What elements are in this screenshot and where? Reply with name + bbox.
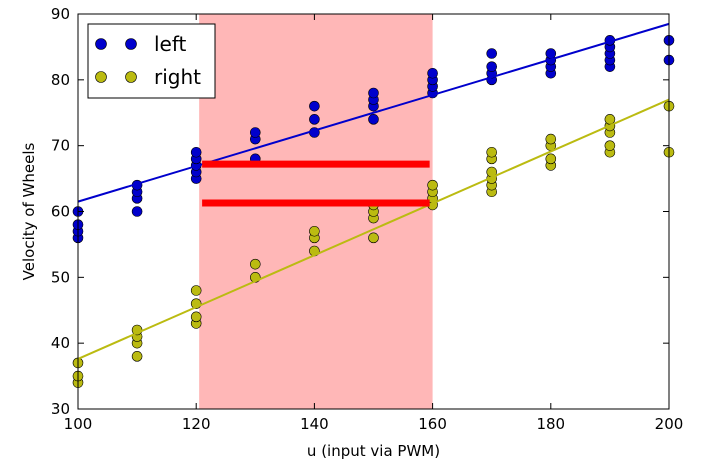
data-point-right xyxy=(545,133,557,145)
fit-line-left xyxy=(77,22,670,203)
data-point-left xyxy=(486,61,498,72)
data-point-left xyxy=(486,48,498,59)
x-tick-label: 200 xyxy=(655,415,684,433)
y-tick-label: 40 xyxy=(51,334,70,352)
legend-marker-left xyxy=(95,38,107,50)
legend-label-left: left xyxy=(154,32,187,56)
x-tick-label: 160 xyxy=(418,415,447,433)
data-point-left xyxy=(545,48,557,59)
data-point-right xyxy=(604,140,616,151)
x-axis-label: u (input via PWM) xyxy=(307,442,440,460)
data-point-right xyxy=(427,179,438,191)
legend: left right xyxy=(87,23,216,99)
legend-marker-left xyxy=(125,38,137,50)
fit-line-right xyxy=(77,98,670,360)
legend-label-right: right xyxy=(154,65,201,89)
data-point-right xyxy=(309,225,320,237)
x-tick-label: 100 xyxy=(64,415,93,433)
y-tick-label: 90 xyxy=(51,5,70,23)
series-right xyxy=(72,100,675,388)
legend-item-left: left xyxy=(95,32,187,56)
legend-item-right: right xyxy=(95,65,201,89)
data-point-left xyxy=(309,100,320,112)
data-point-right xyxy=(368,232,379,244)
y-tick-label: 70 xyxy=(51,137,70,155)
data-point-right xyxy=(250,258,261,270)
shaded-region xyxy=(199,14,433,409)
y-tick-label: 80 xyxy=(51,71,70,89)
data-point-left xyxy=(309,114,320,125)
y-tick-label: 30 xyxy=(51,400,70,418)
data-point-left xyxy=(368,87,379,99)
y-tick-label: 50 xyxy=(51,268,70,286)
data-point-right xyxy=(545,153,557,165)
data-point-right xyxy=(190,311,202,323)
y-tick-label: 60 xyxy=(51,203,70,221)
data-point-right xyxy=(190,285,202,296)
data-point-left xyxy=(368,114,379,125)
legend-box xyxy=(87,23,216,99)
x-tick-label: 140 xyxy=(300,415,329,433)
data-point-left xyxy=(190,146,202,158)
x-tick-label: 120 xyxy=(182,415,211,433)
data-point-right xyxy=(486,146,498,158)
legend-marker-right xyxy=(95,71,107,83)
y-axis-label: Velocity of Wheels xyxy=(20,143,38,281)
data-point-left xyxy=(427,67,438,79)
data-point-right xyxy=(604,114,616,125)
data-point-right xyxy=(131,351,143,362)
legend-marker-right xyxy=(125,71,137,83)
data-point-left xyxy=(131,206,143,217)
x-tick-label: 180 xyxy=(536,415,565,433)
data-point-left xyxy=(250,127,261,138)
